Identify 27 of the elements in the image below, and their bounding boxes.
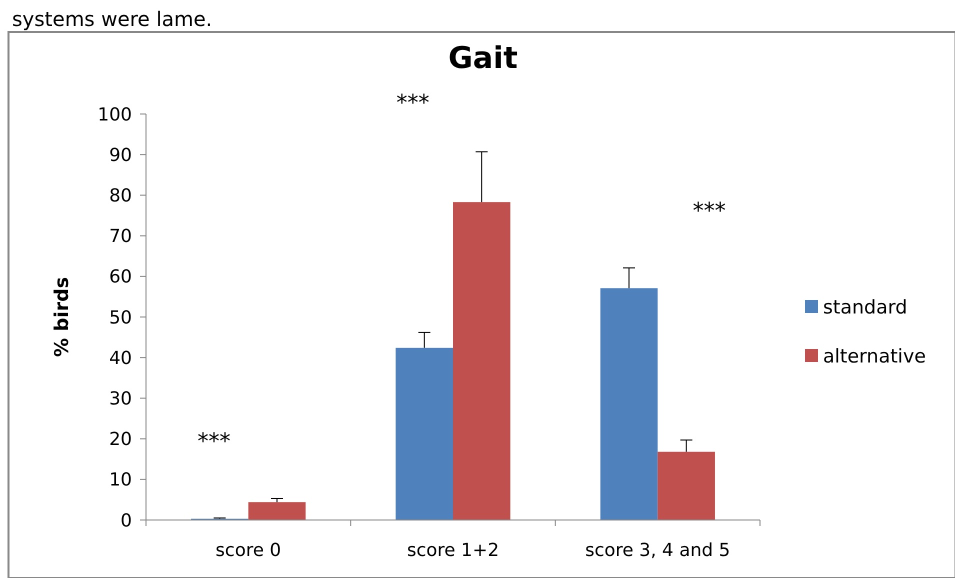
y-tick-label: 70 [109, 226, 132, 248]
x-tick-label: score 1+2 [406, 540, 500, 561]
y-tick-label: 10 [109, 470, 132, 491]
x-tick-label: score 0 [216, 540, 282, 561]
y-tick-label: 40 [109, 348, 132, 369]
y-tick-label: 30 [109, 388, 132, 410]
y-tick-label: 90 [109, 144, 132, 166]
text: systems were lame. [12, 7, 212, 31]
x-tick-label: score 3, 4 and 5 [585, 540, 730, 561]
y-tick-label: 60 [109, 266, 132, 288]
y-tick-label: 80 [109, 186, 132, 206]
bar [658, 452, 715, 520]
chart-title: Gait [448, 41, 518, 76]
annotation: *** [692, 198, 726, 224]
annotation: *** [197, 429, 230, 454]
bar [248, 502, 306, 520]
y-axis-title: % birds [51, 276, 73, 358]
bar [600, 288, 658, 520]
y-tick-label: 20 [109, 429, 132, 450]
y-tick-label: 50 [109, 307, 132, 328]
legend-label: alternative [823, 346, 926, 368]
bar [396, 348, 453, 520]
y-tick-label: 100 [98, 104, 132, 126]
legend-label: standard [823, 296, 908, 319]
bar [453, 202, 510, 520]
annotation: *** [396, 91, 430, 116]
y-tick-label: 0 [120, 510, 132, 532]
